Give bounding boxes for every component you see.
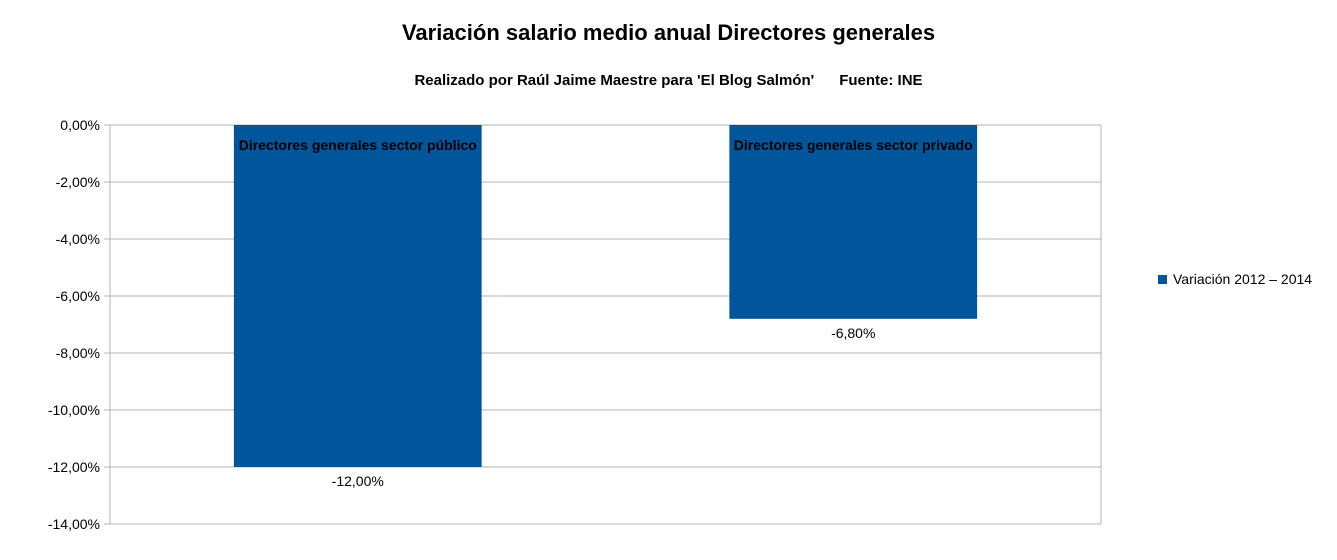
y-axis: 0,00% -2,00% -4,00% -6,00% -8,00% -10,00% -12,… <box>48 117 1102 532</box>
y-tick-label: -12,00% <box>48 459 100 475</box>
legend-swatch <box>1158 274 1167 284</box>
chart-subtitle: Realizado por Raúl Jaime Maestre para 'E… <box>414 72 923 89</box>
y-tick-label: -2,00% <box>56 174 100 190</box>
y-tick-label: 0,00% <box>60 117 100 133</box>
legend-label: Variación 2012 – 2014 <box>1173 271 1313 287</box>
bar <box>729 125 978 319</box>
data-label: -12,00% <box>332 473 384 489</box>
bars <box>233 125 978 467</box>
category-label: Directores generales sector privado <box>734 137 973 153</box>
data-label: -6,80% <box>831 325 875 341</box>
y-tick-label: -6,00% <box>56 288 100 304</box>
bar <box>233 125 482 467</box>
y-tick-label: -4,00% <box>56 231 100 247</box>
y-tick-label: -14,00% <box>48 516 100 532</box>
legend: Variación 2012 – 2014 <box>1158 271 1312 287</box>
y-tick-label: -10,00% <box>48 402 100 418</box>
y-tick-label: -8,00% <box>56 345 100 361</box>
category-label: Directores generales sector público <box>239 137 477 153</box>
chart-title: Variación salario medio anual Directores… <box>401 20 936 45</box>
labels: Directores generales sector público -12,0… <box>239 137 973 489</box>
